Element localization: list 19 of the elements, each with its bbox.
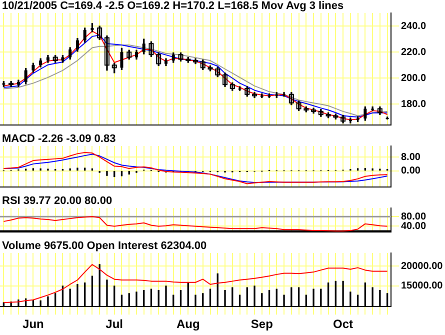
x-tick-label: Jun	[22, 317, 44, 332]
chart-title: Volume 9675.00 Open Interest 62304.00	[2, 240, 207, 252]
y-tick-label: 180.0	[401, 98, 426, 110]
x-tick-label: Oct	[333, 317, 354, 332]
x-tick-label: Jul	[106, 317, 124, 332]
y-tick-label: 220.0	[401, 46, 426, 58]
x-tick-label: Aug	[176, 317, 200, 332]
y-tick-label: 40.00	[401, 220, 426, 232]
x-tick-label: Sep	[250, 317, 273, 332]
chart-title: MACD -2.26 -3.09 0.83	[2, 133, 116, 145]
y-tick-label: 20000.00	[401, 260, 444, 272]
y-tick-label: 240.0	[401, 20, 426, 32]
chart-title: 10/21/2005 C=169.4 -2.5 O=169.2 H=170.2 L=168.5 Mov Avg 3 lines	[2, 0, 344, 12]
y-tick-label: 0.00	[401, 166, 421, 177]
y-tick-label: 80.00	[401, 211, 426, 222]
chart-title: RSI 39.77 20.00 80.00	[2, 195, 112, 207]
y-tick-label: 8.00	[401, 152, 421, 163]
y-tick-label: 15000.00	[401, 280, 444, 292]
y-tick-label: 200.0	[401, 72, 426, 84]
